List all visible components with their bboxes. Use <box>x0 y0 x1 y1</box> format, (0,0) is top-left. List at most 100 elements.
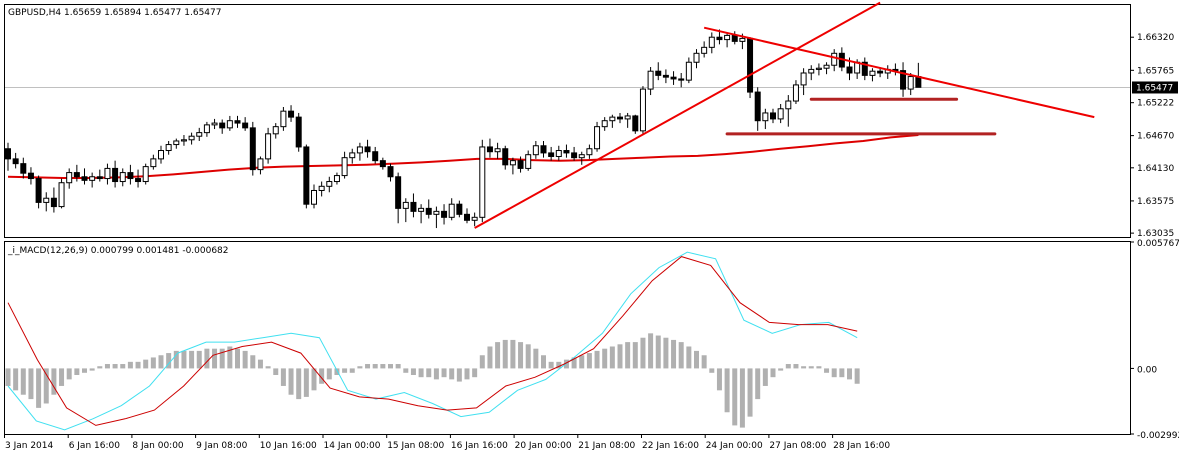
candle <box>785 95 792 127</box>
candle <box>800 68 807 96</box>
macd-histogram-bar <box>732 368 738 426</box>
candle <box>425 199 432 219</box>
bear-candle-body <box>716 36 723 41</box>
macd-histogram-bar <box>36 368 42 408</box>
bull-candle-body <box>341 157 348 177</box>
macd-histogram-bar <box>365 364 371 369</box>
bull-candle-body <box>708 36 715 48</box>
candle <box>815 63 822 76</box>
bear-candle-body <box>846 66 853 74</box>
candle <box>792 80 799 105</box>
bear-candle-body <box>464 213 470 221</box>
bear-candle-body <box>288 110 295 118</box>
candle <box>464 208 470 224</box>
candle <box>456 200 463 218</box>
candle <box>410 193 417 218</box>
macd-histogram-bar <box>541 355 546 369</box>
price-tick-label: 1.64670 <box>1137 132 1174 142</box>
bull-candle-body <box>555 150 562 157</box>
bull-candle-body <box>58 182 65 208</box>
macd-histogram-bar <box>380 364 386 369</box>
indicator-header: _i_MACD(12,26,9) 0.000799 0.001481 -0.00… <box>7 246 229 256</box>
macd-histogram-bar <box>418 368 424 378</box>
candle <box>341 151 348 179</box>
candle <box>685 57 692 84</box>
trendline-1 <box>474 1 881 229</box>
time-tick-label: 10 Jan 16:00 <box>260 441 317 451</box>
time-tick-label: 14 Jan 00:00 <box>324 441 381 451</box>
bull-candle-body <box>173 140 180 146</box>
macd-histogram-bar <box>296 368 302 400</box>
macd-histogram-bar <box>303 368 309 397</box>
macd-histogram-bar <box>219 348 225 369</box>
bear-candle-body <box>395 176 402 209</box>
candle <box>601 117 608 131</box>
macd-histogram-bar <box>135 361 141 369</box>
bull-candle-body <box>326 181 333 187</box>
macd-histogram-bar <box>464 368 470 380</box>
bull-candle-body <box>800 72 807 86</box>
bull-candle-body <box>907 76 914 90</box>
macd-histogram-bar <box>334 368 340 375</box>
candle <box>869 68 876 82</box>
macd-histogram-bar <box>502 339 508 369</box>
bear-candle-body <box>249 127 256 171</box>
macd-histogram-bar <box>273 368 279 375</box>
candle <box>203 121 210 137</box>
macd-histogram-bar <box>663 337 669 369</box>
macd-histogram-bar <box>770 368 776 378</box>
bear-candle-body <box>678 78 685 81</box>
candle <box>326 176 333 193</box>
macd-histogram-bar <box>82 368 87 373</box>
candle <box>678 72 685 88</box>
bear-candle-body <box>73 172 80 178</box>
bull-candle-body <box>594 126 601 150</box>
macd-histogram-bar <box>372 364 378 369</box>
macd-histogram-bar <box>456 368 462 382</box>
bull-candle-body <box>525 154 532 169</box>
bear-candle-body <box>571 152 578 159</box>
macd-histogram-bar <box>280 368 286 386</box>
time-tick-label: 27 Jan 08:00 <box>769 441 826 451</box>
candle <box>770 108 776 124</box>
candle <box>50 187 57 213</box>
bull-candle-body <box>808 68 815 74</box>
bull-candle-body <box>89 176 96 181</box>
bull-candle-body <box>150 158 157 168</box>
candle <box>142 163 149 185</box>
current-price-label: 1.65477 <box>1136 83 1173 93</box>
candle <box>20 157 27 179</box>
macd-histogram-bar <box>181 350 187 369</box>
bull-candle-body <box>609 116 616 122</box>
candle <box>43 192 50 212</box>
candle <box>226 115 233 131</box>
candle <box>288 105 295 122</box>
candle <box>66 168 73 189</box>
macd-histogram-bar <box>495 342 501 369</box>
candle <box>609 114 616 128</box>
bull-candle-body <box>402 201 409 209</box>
macd-histogram-bar <box>28 368 34 400</box>
candle <box>594 121 601 152</box>
macd-tick-label: 0.005767 <box>1137 239 1179 249</box>
candle <box>578 151 585 165</box>
macd-histogram-bar <box>518 342 524 369</box>
price-panel-frame <box>4 4 1131 238</box>
bear-candle-body <box>655 70 662 76</box>
moving-average-layer <box>7 134 919 179</box>
candle <box>555 145 562 161</box>
macd-histogram-bar <box>808 366 814 369</box>
bear-candle-body <box>662 74 669 78</box>
bear-candle-body <box>410 201 417 212</box>
candle <box>96 169 103 182</box>
candle <box>525 150 532 171</box>
bear-candle-body <box>632 115 639 132</box>
candle <box>364 139 371 158</box>
bull-candle-body <box>532 145 539 156</box>
macd-histogram-bar <box>556 361 562 369</box>
bear-candle-body <box>877 70 884 74</box>
bull-candle-body <box>165 144 172 152</box>
candle <box>448 198 455 221</box>
candle <box>861 57 868 81</box>
bear-candle-body <box>127 172 134 180</box>
